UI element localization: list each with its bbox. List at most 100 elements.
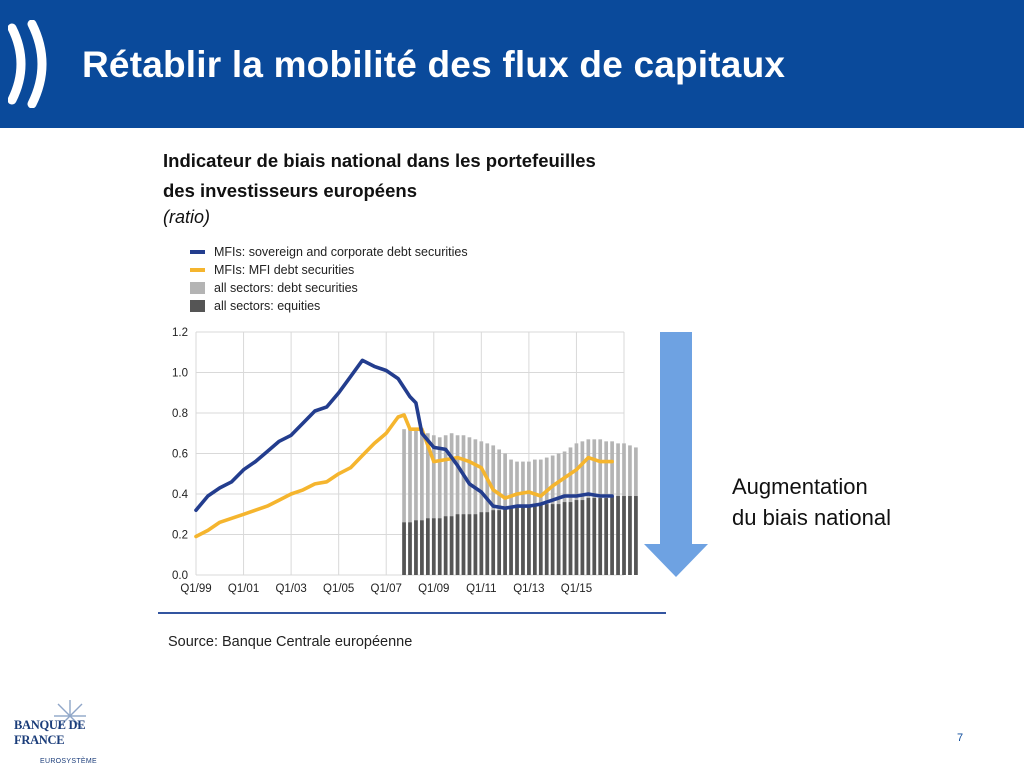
bar-all-debt bbox=[437, 437, 442, 575]
banque-de-france-logo: BANQUE DE FRANCE EUROSYSTÈME bbox=[14, 700, 124, 765]
bar-equities bbox=[634, 496, 638, 575]
bar-equities bbox=[437, 518, 442, 575]
chart-axes: 0.0 0.2 0.4 0.6 0.8 1.0 1.2 Q1/99 Q1/01 Q1/03 Q1/0… bbox=[172, 327, 592, 595]
bar-equities bbox=[550, 504, 555, 575]
legend-label-all-debt: all sectors: debt securities bbox=[214, 281, 358, 295]
y-tick-label: 0.4 bbox=[172, 489, 189, 501]
chart-title: Indicateur de biais national dans les po… bbox=[163, 146, 596, 206]
bar-all-debt bbox=[425, 433, 430, 575]
x-tick-label: Q1/13 bbox=[513, 583, 544, 595]
line-mfi-sovereign bbox=[194, 358, 614, 512]
bar-equities bbox=[473, 514, 478, 575]
bar-equities bbox=[586, 498, 591, 575]
bar-equities bbox=[402, 522, 406, 575]
y-tick-label: 1.0 bbox=[172, 368, 188, 380]
bar-equities bbox=[479, 512, 484, 575]
bar-all-debt bbox=[455, 435, 460, 575]
logo-ornament-icon bbox=[54, 700, 86, 729]
legend-label-equities: all sectors: equities bbox=[214, 299, 321, 313]
bar-equities bbox=[580, 500, 585, 575]
bar-equities bbox=[461, 514, 466, 575]
x-tick-label: Q1/03 bbox=[275, 583, 306, 595]
bar-equities bbox=[414, 520, 418, 575]
bar-equities bbox=[408, 522, 412, 575]
bar-all-debt bbox=[443, 435, 448, 575]
bar-all-debt bbox=[485, 443, 490, 575]
bar-equities bbox=[431, 518, 436, 575]
y-tick-label: 0.6 bbox=[172, 449, 188, 461]
y-tick-label: 1.2 bbox=[172, 327, 188, 339]
bar-equities bbox=[616, 496, 620, 575]
bar-all-debt bbox=[467, 437, 472, 575]
x-tick-label: Q1/11 bbox=[466, 583, 496, 595]
x-tick-label: Q1/07 bbox=[371, 583, 402, 595]
bar-equities bbox=[574, 500, 579, 575]
bias-chart: 0.0 0.2 0.4 0.6 0.8 1.0 1.2 Q1/99 Q1/01 Q1/03 Q1/0… bbox=[158, 327, 666, 614]
legend-item-sovereign: MFIs: sovereign and corporate debt secur… bbox=[190, 243, 468, 261]
x-tick-label: Q1/15 bbox=[561, 583, 592, 595]
legend-item-mfi-debt: MFIs: MFI debt securities bbox=[190, 261, 468, 279]
y-tick-label: 0.0 bbox=[172, 570, 188, 582]
annotation-line1: Augmentation bbox=[732, 474, 868, 499]
y-tick-label: 0.2 bbox=[172, 530, 188, 542]
bar-equities bbox=[592, 498, 597, 575]
logo-name: BANQUE DE FRANCE bbox=[14, 718, 86, 747]
bar-equities bbox=[604, 498, 609, 575]
x-tick-label: Q1/09 bbox=[418, 583, 449, 595]
bar-equities bbox=[562, 502, 567, 575]
y-tick-label: 0.8 bbox=[172, 408, 188, 420]
bar-all-debt bbox=[449, 433, 454, 575]
bar-equities bbox=[556, 504, 561, 575]
bar-all-debt bbox=[402, 429, 406, 575]
bar-equities bbox=[527, 506, 531, 575]
x-tick-label: Q1/05 bbox=[323, 583, 354, 595]
legend-swatch-all-debt bbox=[190, 282, 205, 294]
bar-equities bbox=[610, 496, 614, 575]
title-banner: Rétablir la mobilité des flux de capitau… bbox=[0, 0, 1024, 128]
bar-equities bbox=[628, 496, 632, 575]
bar-equities bbox=[568, 502, 573, 575]
bar-equities bbox=[485, 512, 490, 575]
bar-all-debt bbox=[479, 441, 484, 575]
legend-swatch-mfi-debt bbox=[190, 268, 205, 272]
bar-all-debt bbox=[461, 435, 466, 575]
x-tick-label: Q1/01 bbox=[228, 583, 259, 595]
legend-item-all-debt: all sectors: debt securities bbox=[190, 279, 468, 297]
bar-equities bbox=[449, 516, 454, 575]
line-mfi-debt bbox=[194, 413, 614, 539]
logo-subtitle: EUROSYSTÈME bbox=[40, 758, 97, 765]
legend-swatch-sovereign bbox=[190, 250, 205, 254]
bar-equities bbox=[598, 498, 603, 575]
bar-equities bbox=[443, 516, 448, 575]
legend-item-equities: all sectors: equities bbox=[190, 297, 468, 315]
bar-all-debt bbox=[420, 431, 424, 575]
bar-all-debt bbox=[431, 435, 436, 575]
bar-equities bbox=[467, 514, 472, 575]
legend-label-sovereign: MFIs: sovereign and corporate debt secur… bbox=[214, 245, 468, 259]
banque-de-france-chevrons-icon bbox=[8, 20, 47, 108]
page-number: 7 bbox=[957, 732, 964, 744]
annotation-line2: du biais national bbox=[732, 505, 892, 530]
chart-title-line2: des investisseurs européens bbox=[163, 180, 417, 201]
legend-label-mfi-debt: MFIs: MFI debt securities bbox=[214, 263, 355, 277]
source-note: Source: Banque Centrale européenne bbox=[168, 634, 413, 650]
bar-all-debt bbox=[414, 429, 418, 575]
page-title: Rétablir la mobilité des flux de capitau… bbox=[82, 44, 786, 85]
bar-equities bbox=[532, 506, 537, 575]
bar-equities bbox=[425, 518, 430, 575]
bar-equities bbox=[544, 504, 549, 575]
bar-equities bbox=[503, 508, 507, 575]
bar-equities bbox=[491, 510, 496, 575]
bar-equities bbox=[455, 514, 460, 575]
bar-equities bbox=[515, 506, 519, 575]
bar-equities bbox=[509, 508, 513, 575]
bar-all-debt bbox=[408, 429, 412, 575]
bar-equities bbox=[538, 504, 543, 575]
chart-title-line1: Indicateur de biais national dans les po… bbox=[163, 150, 596, 171]
legend-swatch-equities bbox=[190, 300, 205, 312]
chart-subtitle: (ratio) bbox=[163, 207, 211, 227]
bar-equities bbox=[497, 510, 502, 575]
x-tick-label: Q1/99 bbox=[180, 583, 211, 595]
chart-bars bbox=[402, 429, 638, 575]
bar-all-debt bbox=[473, 439, 478, 575]
